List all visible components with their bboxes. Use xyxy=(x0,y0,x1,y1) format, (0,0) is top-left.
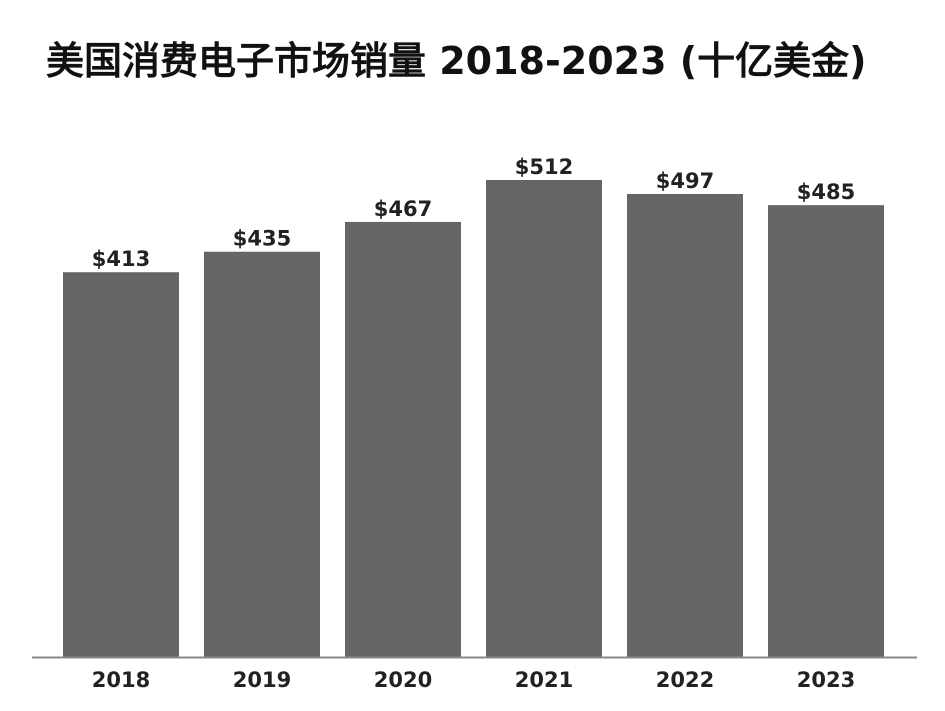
chart-title: 美国消费电子市场销量 2018-2023 (十亿美金) xyxy=(46,39,867,83)
bar-2020 xyxy=(345,221,461,657)
bar-2018 xyxy=(63,272,179,657)
bars-layer xyxy=(63,180,884,657)
x-tick-label-2023: 2023 xyxy=(797,668,855,692)
value-label-2020: $467 xyxy=(374,197,432,221)
x-tick-label-2019: 2019 xyxy=(233,668,291,692)
value-label-2019: $435 xyxy=(233,227,291,251)
bar-2023 xyxy=(768,205,884,657)
value-label-2021: $512 xyxy=(515,155,573,179)
bar-2022 xyxy=(627,193,743,657)
value-label-2023: $485 xyxy=(797,180,855,204)
value-label-2022: $497 xyxy=(656,169,714,193)
x-tick-label-2022: 2022 xyxy=(656,668,714,692)
x-tick-label-2021: 2021 xyxy=(515,668,573,692)
x-tick-label-2020: 2020 xyxy=(374,668,432,692)
bar-2019 xyxy=(204,251,320,657)
tick-labels-layer: 2018 2019 2020 2021 2022 2023 xyxy=(92,668,855,692)
x-tick-label-2018: 2018 xyxy=(92,668,150,692)
value-labels-layer: $413 $435 $467 $512 $497 $485 xyxy=(92,155,855,271)
bar-2021 xyxy=(486,180,602,657)
value-label-2018: $413 xyxy=(92,247,150,271)
